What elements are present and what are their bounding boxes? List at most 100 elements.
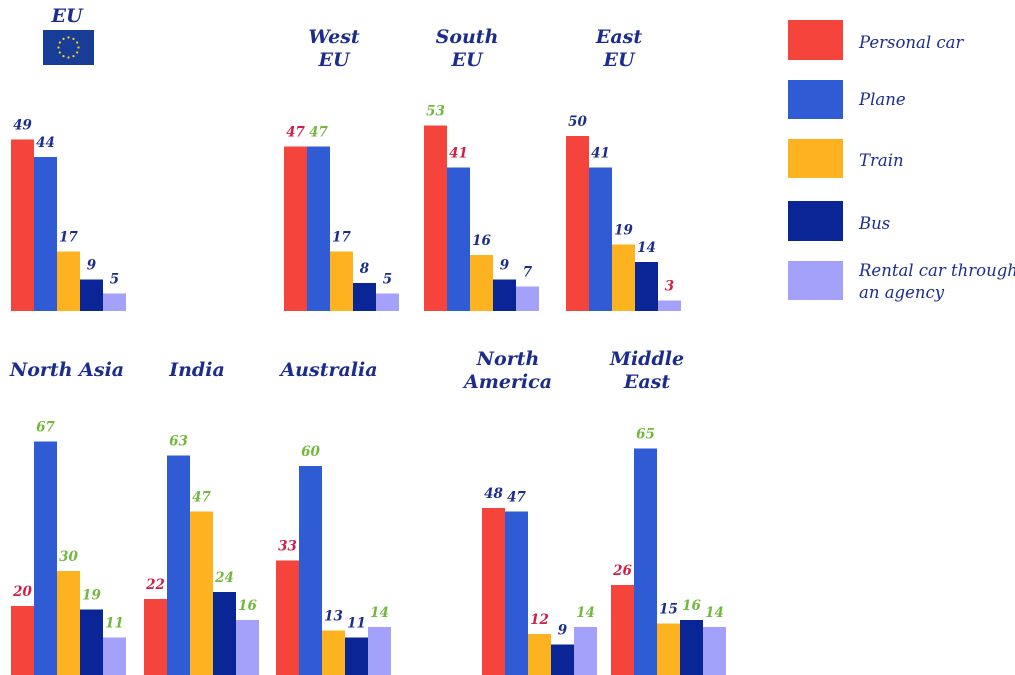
bar-rental-car-through-an-agency	[574, 627, 597, 675]
bar-plane	[634, 448, 657, 675]
data-label: 53	[426, 104, 445, 120]
flag-star	[76, 51, 79, 54]
data-label: 41	[591, 146, 610, 162]
data-label: 9	[87, 258, 97, 274]
bar-plane	[34, 157, 57, 311]
panel-title-line: India	[168, 359, 225, 381]
flag-star	[67, 36, 70, 39]
panel-title-line: America	[462, 371, 552, 393]
flag-star	[62, 55, 65, 58]
data-label: 14	[370, 605, 389, 621]
data-label: 14	[637, 240, 656, 256]
bar-plane	[447, 167, 470, 311]
bar-bus	[680, 620, 703, 675]
panel-title-line: South	[436, 26, 499, 48]
panel-title-line: EU	[450, 49, 483, 71]
panel-2: South EU 53 41 16 9 7	[424, 26, 539, 311]
data-label: 9	[558, 623, 568, 639]
flag-star	[67, 56, 70, 59]
data-label: 44	[36, 135, 55, 151]
data-label: 13	[324, 609, 343, 625]
data-label: 22	[145, 577, 165, 593]
panel-title-line: North Asia	[9, 359, 124, 381]
panel-title-line: West	[308, 26, 360, 48]
legend: Personal car Plane Train Bus Rental car thro…	[788, 20, 1015, 302]
data-label: 41	[449, 146, 468, 162]
legend-label: Rental car through an agency	[858, 261, 1015, 302]
data-label: 17	[59, 230, 78, 246]
flag-star	[77, 46, 80, 49]
bar-rental-car-through-an-agency	[103, 293, 126, 311]
data-label: 14	[576, 605, 595, 621]
bar-rental-car-through-an-agency	[658, 300, 681, 311]
bar-train	[322, 630, 345, 675]
panel-title-line: North	[476, 348, 540, 370]
legend-swatch	[788, 20, 843, 60]
bar-rental-car-through-an-agency	[368, 627, 391, 675]
bar-rental-car-through-an-agency	[376, 293, 399, 311]
data-label: 20	[12, 584, 32, 600]
bar-bus	[493, 279, 516, 311]
bar-plane	[505, 511, 528, 675]
panel-title: South EU	[436, 26, 499, 71]
data-label: 15	[659, 602, 678, 618]
data-label: 19	[614, 223, 633, 239]
data-label: 30	[59, 549, 78, 565]
legend-swatch	[788, 261, 843, 300]
data-label: 48	[484, 486, 503, 502]
bar-bus	[80, 609, 103, 675]
bar-rental-car-through-an-agency	[703, 627, 726, 675]
data-label: 7	[523, 265, 533, 281]
panel-title: EU	[50, 5, 83, 27]
flag-star	[72, 55, 75, 58]
legend-label-line: Rental car through	[858, 261, 1015, 280]
data-label: 24	[214, 570, 234, 586]
bar-personal-car	[424, 125, 447, 311]
bar-train	[330, 251, 353, 311]
data-label: 17	[332, 230, 351, 246]
bar-rental-car-through-an-agency	[516, 286, 539, 311]
flag-star	[58, 41, 61, 44]
data-label: 26	[612, 563, 632, 579]
bar-personal-car	[11, 139, 34, 311]
data-label: 14	[705, 605, 724, 621]
data-label: 47	[286, 125, 305, 141]
legend-label: Plane	[858, 90, 906, 109]
bar-personal-car	[11, 606, 34, 675]
data-label: 33	[278, 539, 297, 555]
data-label: 67	[36, 420, 55, 436]
flag-star	[76, 41, 79, 44]
data-label: 12	[530, 612, 549, 628]
panel-title: North America	[462, 348, 552, 393]
panel-title: West EU	[308, 26, 360, 71]
data-label: 8	[360, 261, 370, 277]
panel-title-line: EU	[602, 49, 635, 71]
bar-plane	[299, 466, 322, 675]
bar-plane	[167, 455, 190, 675]
flag-star	[72, 37, 75, 40]
bar-bus	[213, 592, 236, 675]
data-label: 5	[383, 272, 392, 288]
bar-bus	[80, 279, 103, 311]
legend-swatch	[788, 201, 843, 241]
panel-title: East EU	[595, 26, 642, 71]
legend-swatch	[788, 80, 843, 119]
panel-title-line: EU	[50, 5, 83, 27]
bar-train	[528, 634, 551, 675]
legend-label-line: Train	[859, 151, 904, 170]
bar-plane	[307, 146, 330, 311]
panel-7: North America 48 47 12 9 14	[462, 348, 597, 675]
panel-title-line: Australia	[278, 359, 377, 381]
bar-train	[190, 511, 213, 675]
data-label: 5	[110, 272, 119, 288]
panel-title: Middle East	[609, 348, 684, 393]
data-label: 9	[500, 258, 510, 274]
eu-flag-icon	[43, 30, 94, 65]
legend-label-line: Personal car	[858, 33, 964, 52]
bar-rental-car-through-an-agency	[236, 620, 259, 675]
data-label: 16	[682, 598, 701, 614]
